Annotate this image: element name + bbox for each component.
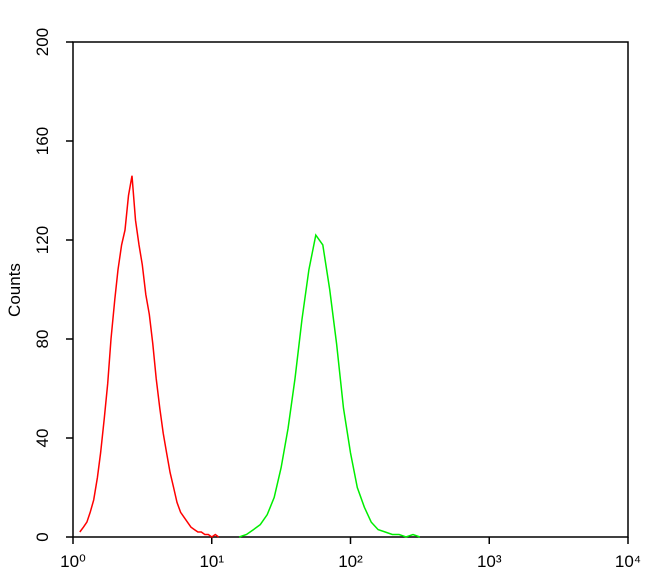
x-tick-label: 10⁴ bbox=[615, 552, 641, 571]
y-tick-label: 40 bbox=[33, 429, 52, 448]
x-tick-label: 10⁰ bbox=[60, 552, 86, 571]
y-tick-label: 120 bbox=[33, 226, 52, 254]
x-tick-label: 10² bbox=[338, 552, 363, 571]
x-tick-label: 10¹ bbox=[199, 552, 224, 571]
plot-frame bbox=[72, 41, 629, 538]
y-tick-label: 200 bbox=[33, 28, 52, 56]
y-tick-label: 80 bbox=[33, 330, 52, 349]
histogram-line bbox=[79, 175, 220, 538]
y-axis-label: Counts bbox=[5, 263, 24, 317]
histogram-line bbox=[239, 233, 421, 538]
y-tick-label: 0 bbox=[33, 532, 52, 541]
x-tick-label: 10³ bbox=[477, 552, 502, 571]
y-tick-label: 160 bbox=[33, 127, 52, 155]
